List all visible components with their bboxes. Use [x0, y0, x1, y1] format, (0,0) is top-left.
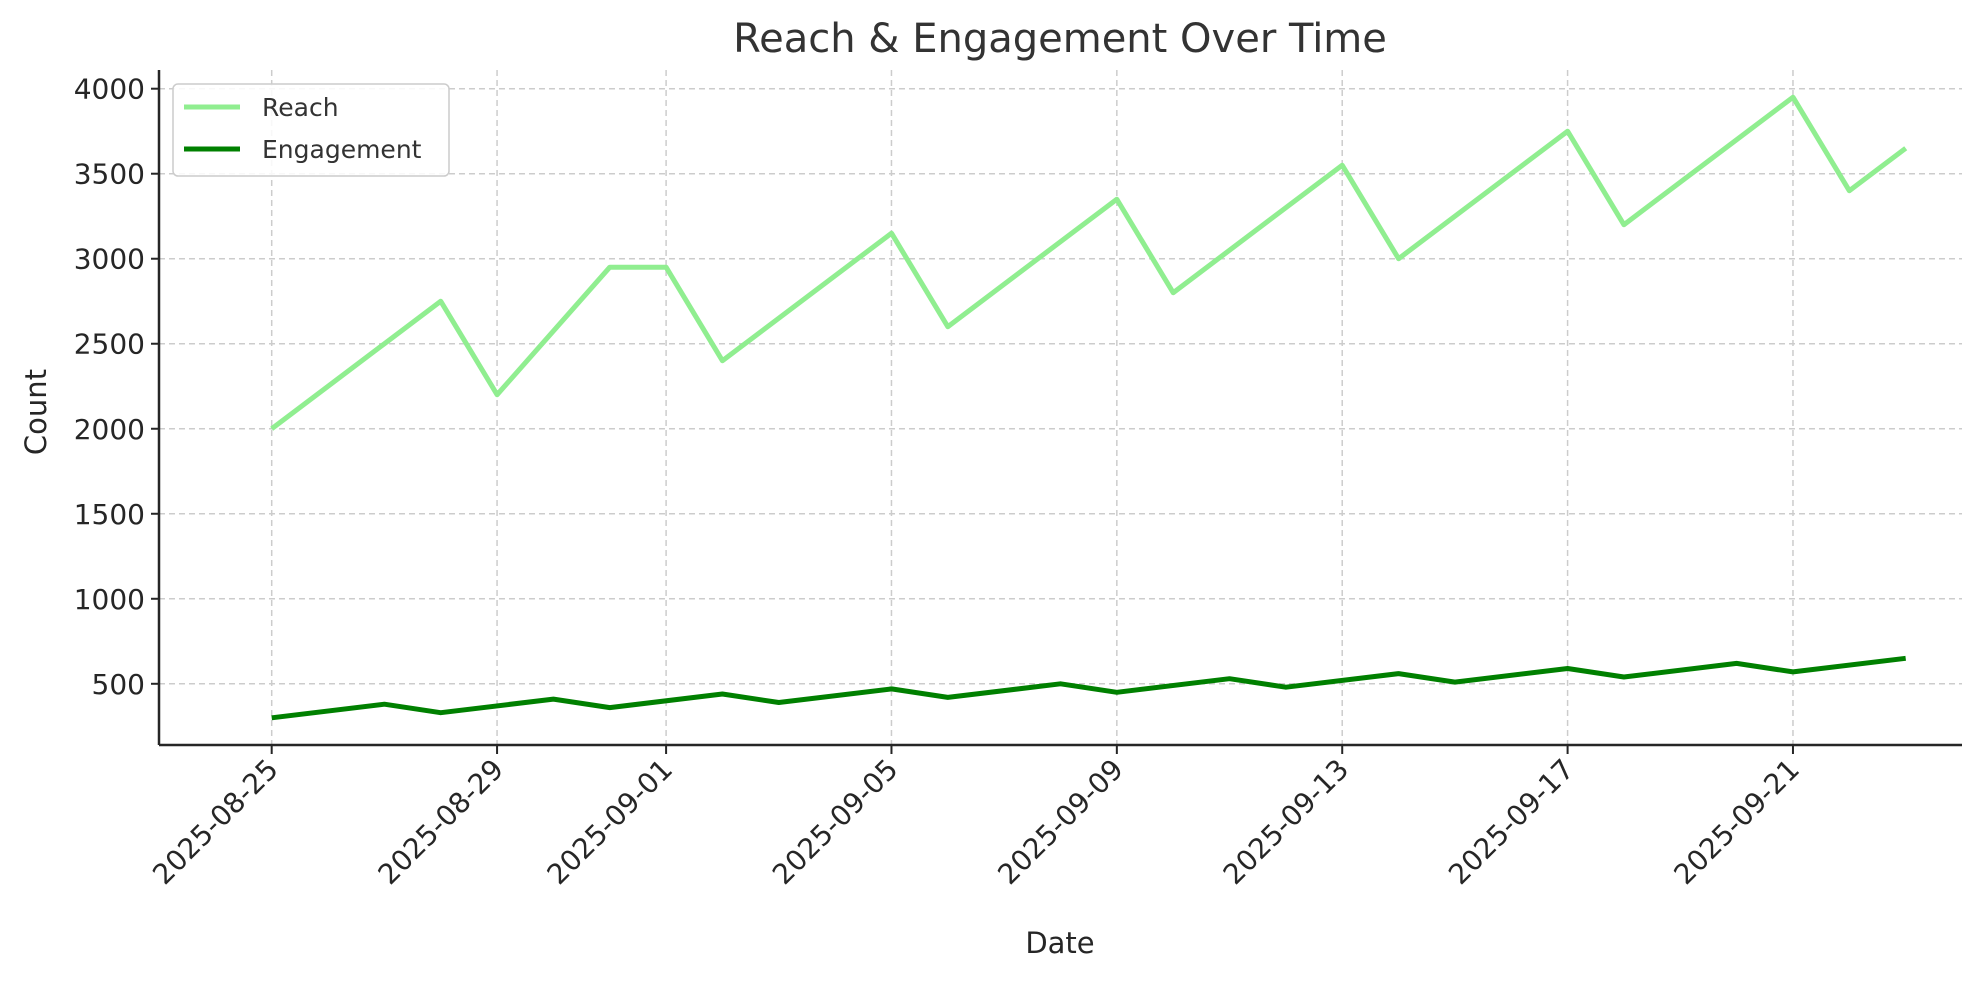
series-layer — [270, 94, 1908, 721]
y-tick-label: 2500 — [74, 328, 145, 361]
legend-box — [172, 83, 450, 177]
y-tick-label: 2000 — [74, 413, 145, 446]
series-line-reach — [270, 94, 1908, 431]
y-tick-label: 4000 — [74, 73, 145, 106]
x-tick-label: 2025-09-09 — [991, 753, 1129, 891]
x-tick-label: 2025-09-17 — [1442, 753, 1580, 891]
y-tick-label: 500 — [92, 668, 145, 701]
y-tick-label: 1000 — [74, 583, 145, 616]
y-tick-label: 1500 — [74, 498, 145, 531]
y-axis-label: Count — [19, 369, 53, 455]
x-tick-label: 2025-08-29 — [372, 753, 510, 891]
x-tick-label: 2025-09-21 — [1668, 753, 1806, 891]
series-line-engagement — [271, 655, 1906, 721]
axes-layer: 500 1000 1500 2000 2500 3000 3500 4000 2025-08-2… — [74, 70, 1962, 891]
y-tick-label: 3500 — [74, 158, 145, 191]
grid-layer — [159, 70, 1962, 745]
y-tick-label: 3000 — [74, 243, 145, 276]
chart-title: Reach & Engagement Over Time — [733, 16, 1387, 62]
legend-label-reach: Reach — [262, 93, 339, 122]
x-tick-label: 2025-08-25 — [146, 753, 284, 891]
x-tick-label: 2025-09-05 — [766, 753, 904, 891]
legend: Reach Engagement — [172, 83, 450, 177]
legend-label-engagement: Engagement — [262, 135, 422, 164]
x-axis-label: Date — [1025, 926, 1094, 960]
x-tick-label: 2025-09-13 — [1217, 753, 1355, 891]
x-tick-label: 2025-09-01 — [541, 753, 679, 891]
